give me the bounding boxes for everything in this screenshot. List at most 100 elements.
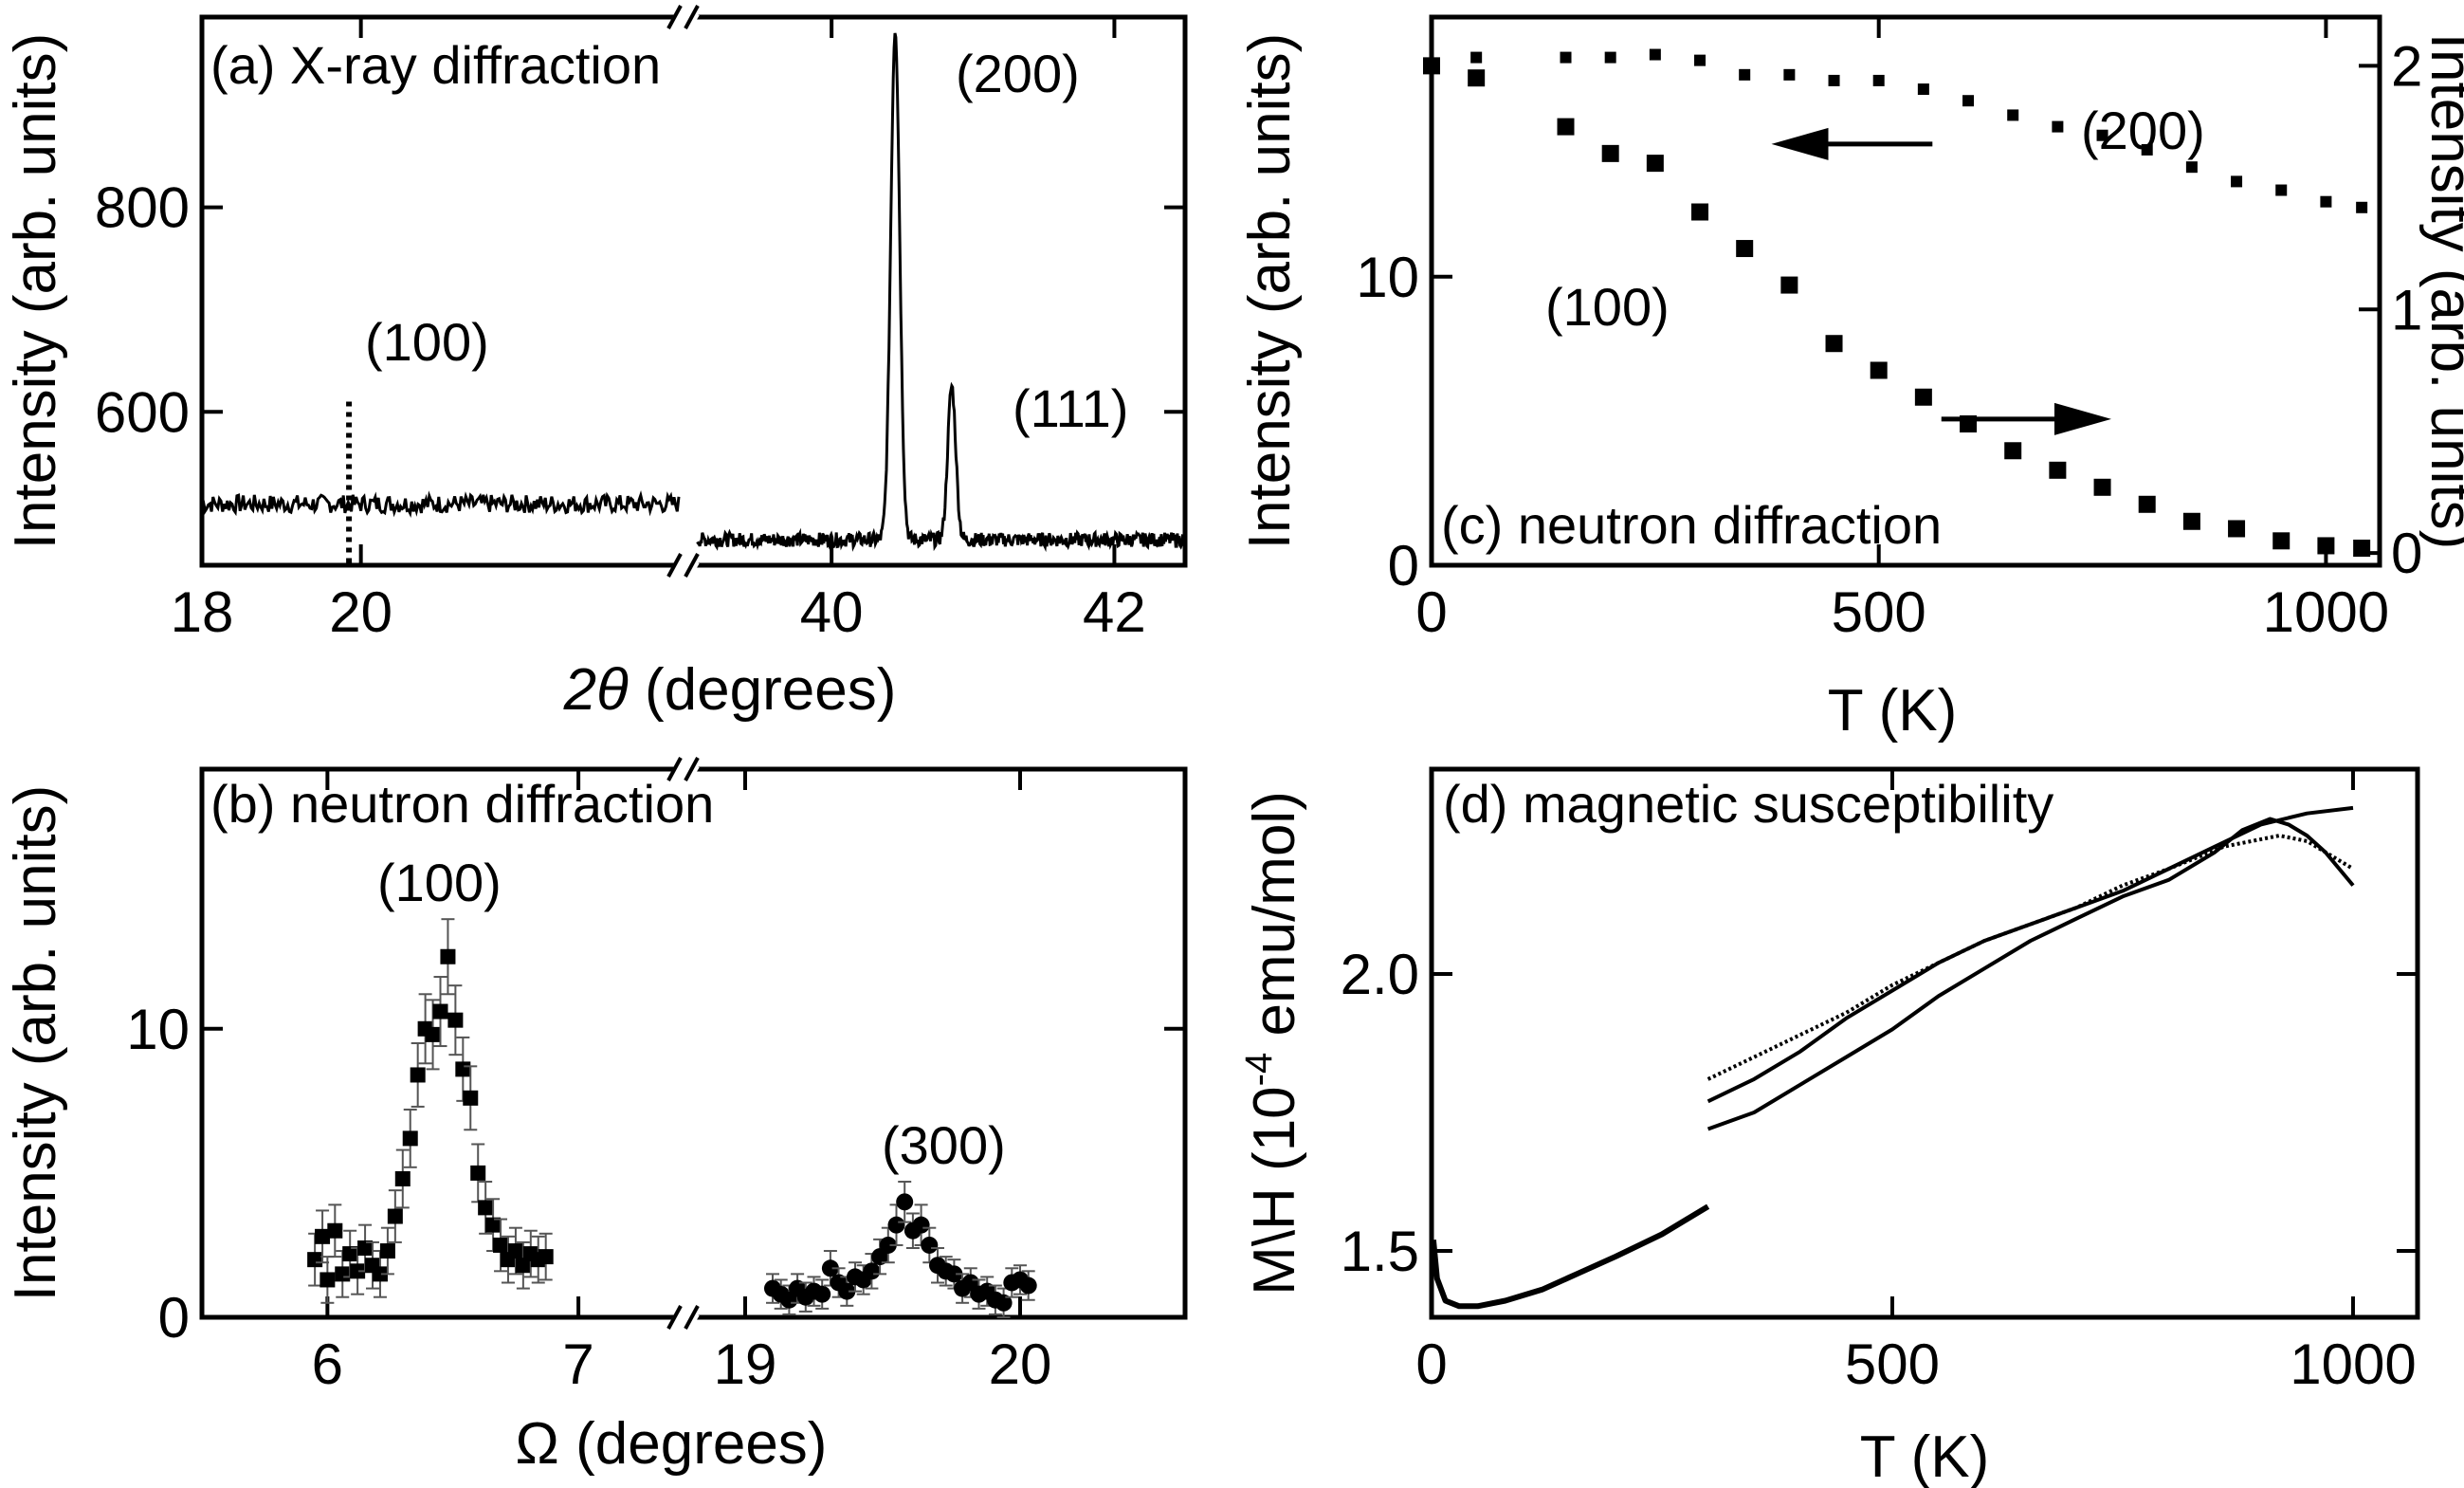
panel-c-arrows (1771, 127, 2111, 435)
panel-d-ytick-label: 2.0 (1341, 943, 1419, 1006)
panel-b-point-100 (493, 1237, 509, 1253)
panel-b-ticks: 6 7 19 20 0 10 (126, 769, 1185, 1396)
panel-c-point-100 (1914, 388, 1932, 406)
panel-a-break-gap-top (671, 4, 700, 30)
panel-b-ytick-label: 10 (126, 998, 190, 1061)
panel-a-ticks: 18 20 40 42 600 800 (95, 17, 1185, 644)
panel-c-frame (1429, 14, 2382, 568)
panel-b-point-100 (410, 1067, 426, 1083)
panel-b-point-100 (335, 1266, 351, 1282)
panel-c-xtick-label: 1000 (2263, 580, 2389, 644)
panel-c-point-100 (2353, 540, 2371, 558)
panel-b-point-100 (315, 1228, 331, 1244)
panel-b-point-100 (307, 1252, 323, 1268)
panel-b-break-mark-bottom-1 (666, 1305, 683, 1330)
panel-a-xlabel-rest: (degrees) (629, 657, 897, 723)
panel-d-ylabel-sup: -4 (1238, 1053, 1280, 1087)
panel-b-point-300 (887, 1216, 905, 1234)
panel-c-point-100 (1691, 203, 1709, 221)
panel-b-point-100 (485, 1217, 502, 1233)
panel-b-point-300 (838, 1282, 856, 1300)
panel-b-point-100 (463, 1090, 479, 1106)
panel-b-xtick-label: 6 (312, 1332, 343, 1396)
panel-b-point-100 (379, 1243, 395, 1259)
panel-d-ylabel-tail: emu/mol) (1242, 791, 1307, 1053)
panel-b-break-mark-bottom-2 (684, 1305, 700, 1330)
panel-a-annotation: (a) X-ray diffraction (210, 35, 661, 95)
panel-c-ylabel-left: Intensity (arb. units) (1237, 33, 1303, 549)
panel-b-annotation: (b) neutron diffraction (210, 774, 714, 834)
panel-a-break-mark-bottom-1 (666, 553, 683, 578)
panel-c-point-100 (1736, 240, 1754, 258)
panel-b-xtick-label: 19 (714, 1332, 777, 1396)
panel-b-point-100 (319, 1272, 336, 1288)
panel-b-point-300 (896, 1193, 914, 1211)
panel-c-point-200 (2231, 175, 2243, 188)
panel-c-point-100 (1601, 144, 1619, 162)
panel-c-point-200 (2275, 184, 2288, 196)
panel-c-point-200 (2356, 201, 2368, 213)
panel-c-point-200 (1694, 54, 1707, 66)
panel-c-series-200-label: (200) (2081, 101, 2205, 160)
panel-c-ytick-right-label: 1 (2391, 278, 2422, 341)
panel-a: 18 20 40 42 600 800 (a) X-ray diffraction (20… (3, 4, 1188, 723)
panel-b-ytick-label: 0 (158, 1286, 190, 1350)
panel-c-xlabel: T (K) (1828, 678, 1958, 744)
panel-a-ytick-label: 800 (95, 176, 190, 240)
panel-c-series-100-label: (100) (1545, 277, 1670, 337)
panel-d-curve-curve-2 (1707, 805, 2354, 1104)
panel-a-break-mark-top-1 (666, 5, 683, 29)
panel-c-point-100 (2004, 442, 2022, 460)
panel-a-ytick-label: 600 (95, 380, 190, 444)
panel-c-ylabel-right: Intensity (arb. units) (2418, 33, 2464, 549)
panel-c-point-100 (1468, 69, 1486, 87)
panel-b-ylabel: Intensity (arb. units) (3, 785, 68, 1301)
panel-a-xtick-label: 42 (1083, 580, 1146, 644)
panel-c-point-100 (2228, 520, 2246, 538)
panel-b-point-100 (447, 1012, 464, 1028)
panel-b-point-100 (372, 1266, 388, 1282)
panel-a-break-gap-bottom (671, 552, 700, 579)
panel-b-point-300 (879, 1236, 897, 1254)
panel-d-ylabel-main: M\H (10 (1242, 1086, 1307, 1295)
panel-a-peak-111-label: (111) (1013, 378, 1128, 438)
panel-c-arrow-head (2053, 402, 2111, 435)
panel-d-xtick-label: 500 (1845, 1332, 1940, 1396)
panel-c-point-200 (2141, 143, 2153, 156)
panel-a-xtick-label: 20 (329, 580, 392, 644)
panel-b-point-300 (945, 1265, 963, 1283)
panel-c-point-200 (2320, 195, 2332, 208)
panel-a-ylabel: Intensity (arb. units) (3, 33, 68, 549)
panel-c-point-100 (1870, 361, 1888, 379)
panel-b-point-100 (515, 1258, 531, 1274)
panel-d-curve-curve-1 (1707, 817, 2355, 1131)
panel-b-point-100 (387, 1208, 403, 1224)
panel-b-points (307, 918, 1037, 1318)
panel-b-point-300 (1019, 1277, 1037, 1295)
panel-d-ticks: 0 500 1000 1.5 2.0 (1341, 769, 2418, 1396)
panel-a-xlabel: 2θ (degrees) (563, 657, 897, 723)
panel-c-points (1423, 48, 2371, 558)
panel-c-point-100 (2182, 512, 2200, 530)
panel-c-point-100 (2093, 478, 2111, 496)
panel-d-ylabel: M\H (10-4 emu/mol) (1238, 791, 1307, 1295)
panel-b-xtick-label: 20 (989, 1332, 1052, 1396)
panel-b-point-100 (432, 1003, 448, 1020)
panel-c-point-100 (1423, 57, 1440, 75)
panel-b-point-100 (507, 1243, 523, 1259)
panel-b-break-mark-top-2 (684, 757, 700, 781)
panel-d-curve-curve-3 (1707, 834, 2355, 1081)
panel-a-xtick-label: 40 (800, 580, 864, 644)
panel-b-break-mark-top-1 (666, 757, 683, 781)
panel-b-point-300 (995, 1294, 1013, 1312)
panel-b-point-100 (402, 1130, 418, 1147)
panel-d-frame (1429, 766, 2420, 1320)
panel-c-point-200 (1828, 74, 1840, 86)
panel-c-point-100 (2272, 532, 2291, 550)
panel-c-arrow-head (1771, 127, 1829, 160)
panel-b-break-gap-top (671, 756, 700, 782)
panel-d-xtick-label: 1000 (2290, 1332, 2416, 1396)
panel-c-xtick-label: 500 (1832, 580, 1926, 644)
panel-b-xlabel: Ω (degrees) (516, 1411, 828, 1477)
panel-b-point-300 (863, 1262, 881, 1280)
